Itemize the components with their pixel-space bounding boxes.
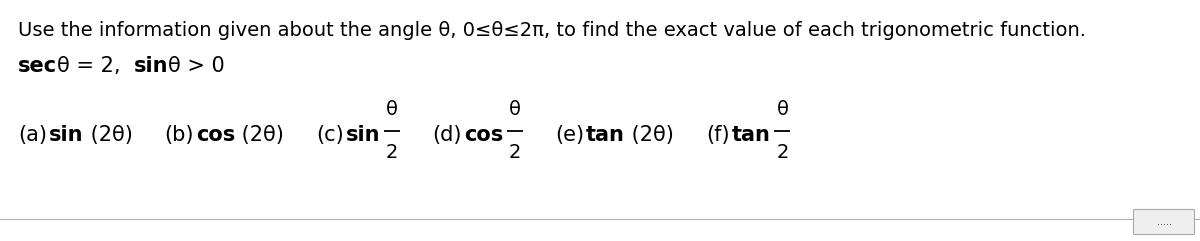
Text: sin: sin — [346, 125, 380, 145]
Text: tan: tan — [732, 125, 770, 145]
Text: (a): (a) — [18, 125, 47, 145]
Text: 2: 2 — [509, 143, 521, 162]
Text: cos: cos — [463, 125, 503, 145]
Text: θ: θ — [776, 100, 788, 119]
Text: (2θ): (2θ) — [625, 125, 674, 145]
Text: (e): (e) — [554, 125, 584, 145]
Text: sin: sin — [49, 125, 84, 145]
Text: (c): (c) — [316, 125, 343, 145]
Text: (2θ): (2θ) — [235, 125, 284, 145]
Text: θ = 2,: θ = 2, — [58, 56, 134, 76]
Text: θ > 0: θ > 0 — [168, 56, 226, 76]
Text: (b): (b) — [164, 125, 194, 145]
Text: 2: 2 — [776, 143, 788, 162]
Text: .....: ..... — [1157, 217, 1171, 227]
Text: cos: cos — [196, 125, 235, 145]
FancyBboxPatch shape — [1134, 209, 1194, 234]
Text: (f): (f) — [706, 125, 730, 145]
Text: θ: θ — [386, 100, 398, 119]
Text: tan: tan — [586, 125, 625, 145]
Text: (d): (d) — [432, 125, 462, 145]
Text: sin: sin — [134, 56, 168, 76]
Text: 2: 2 — [386, 143, 398, 162]
Text: (2θ): (2θ) — [84, 125, 132, 145]
Text: Use the information given about the angle θ, 0≤θ≤2π, to find the exact value of : Use the information given about the angl… — [18, 21, 1086, 40]
Text: sec: sec — [18, 56, 58, 76]
Text: θ: θ — [509, 100, 521, 119]
